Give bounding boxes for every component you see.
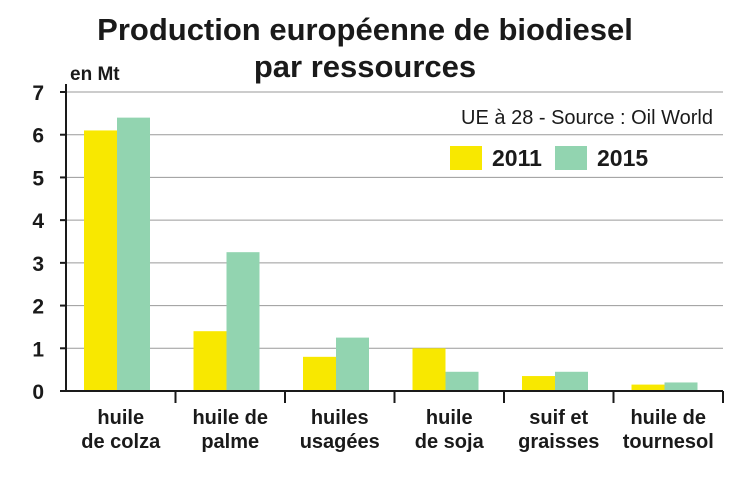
bar-2015-2 (336, 337, 369, 391)
category-label-0: huile de colza (81, 407, 161, 453)
category-label-5: huile de tournesol (623, 407, 714, 453)
y-tick-label: 2 (32, 296, 44, 319)
y-axis-ticks: 0 1 2 3 4 5 6 7 (32, 82, 66, 404)
chart-title-line-2: par ressources (254, 49, 476, 84)
bar-2015-3 (445, 371, 479, 391)
y-tick-label: 6 (32, 125, 44, 148)
legend: 2011 2015 (450, 145, 648, 171)
bars (84, 117, 698, 391)
category-labels: huile de colza huile de palme huiles usagées h… (81, 407, 714, 453)
legend-swatch-2011 (450, 146, 482, 170)
legend-label-2015: 2015 (597, 145, 648, 171)
bar-2011-3 (412, 348, 446, 391)
bar-2015-5 (664, 382, 698, 391)
bar-2011-2 (303, 356, 336, 391)
bar-2015-0 (117, 117, 150, 391)
chart-title-line-1: Production européenne de biodiesel (97, 12, 633, 47)
y-tick-label: 7 (32, 82, 44, 105)
bar-2011-1 (193, 331, 227, 391)
bar-2011-0 (84, 130, 117, 391)
category-label-2: huiles usagées (300, 407, 380, 453)
gridlines (66, 91, 723, 349)
axes (65, 84, 724, 403)
category-label-4: suif et graisses (518, 407, 599, 453)
category-label-1: huile de palme (192, 407, 268, 453)
y-tick-label: 0 (32, 381, 44, 404)
y-tick-label: 1 (32, 338, 44, 361)
category-label-3: huile de soja (415, 407, 485, 453)
y-tick-label: 4 (32, 210, 44, 233)
bar-2015-4 (555, 371, 588, 391)
y-tick-label: 3 (32, 253, 44, 276)
y-tick-label: 5 (32, 167, 44, 190)
legend-label-2011: 2011 (492, 145, 542, 171)
source-note: UE à 28 - Source : Oil World (461, 107, 713, 129)
bar-2015-1 (226, 252, 260, 391)
bar-2011-5 (631, 384, 665, 391)
bar-2011-4 (522, 376, 555, 391)
y-axis-unit-label: en Mt (70, 64, 120, 85)
legend-swatch-2015 (555, 146, 587, 170)
